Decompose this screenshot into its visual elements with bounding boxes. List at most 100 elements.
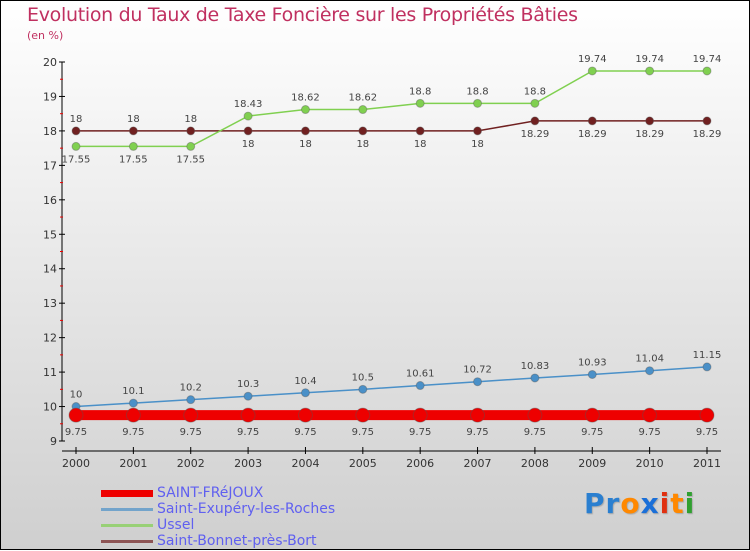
data-point	[587, 66, 597, 76]
data-point	[240, 407, 256, 423]
data-label: 18.29	[521, 129, 550, 140]
data-label: 18	[471, 139, 484, 150]
legend-item: SAINT-FRéJOUX	[101, 485, 335, 501]
series-labels-3: 18 18 18 18 18 18 18 18 18.29 18.29 18.29 18.29	[70, 114, 722, 150]
y-tick-label: 18	[43, 125, 57, 138]
x-tick-label: 2000	[62, 457, 90, 470]
series-line	[75, 366, 708, 408]
series-3	[71, 116, 712, 136]
x-tick-label: 2007	[464, 457, 492, 470]
legend-item: Saint-Exupéry-les-Roches	[101, 501, 335, 517]
data-label: 19.74	[578, 54, 607, 65]
series-line	[76, 70, 707, 148]
data-point	[645, 366, 655, 376]
data-point	[358, 126, 368, 136]
data-label: 11.04	[635, 354, 664, 365]
data-label: 10.3	[237, 379, 259, 390]
data-label: 10.1	[122, 386, 144, 397]
data-point	[243, 126, 253, 136]
data-label: 10.93	[578, 358, 607, 369]
legend-swatch	[101, 489, 153, 497]
logo-letter: i	[659, 487, 671, 520]
data-label: 18	[70, 114, 83, 125]
data-point	[186, 126, 196, 136]
data-label: 19.74	[635, 54, 664, 65]
data-label: 9.75	[352, 427, 374, 438]
data-point	[702, 362, 712, 372]
data-label: 10.4	[294, 376, 316, 387]
data-point	[300, 388, 310, 398]
data-point	[645, 66, 655, 76]
data-label: 18.8	[524, 86, 546, 97]
data-point	[415, 381, 425, 391]
logo-letter: t	[670, 487, 685, 520]
data-label: 17.55	[119, 154, 148, 165]
legend-label: SAINT-FRéJOUX	[157, 485, 264, 501]
data-label: 9.75	[180, 427, 202, 438]
logo-letter: P	[584, 487, 606, 520]
data-point	[473, 377, 483, 387]
data-point	[473, 98, 483, 108]
data-label: 17.55	[62, 154, 91, 165]
data-point	[473, 126, 483, 136]
data-label: 10.5	[352, 372, 374, 383]
data-point	[587, 116, 597, 126]
data-point	[642, 407, 658, 423]
data-label: 18.29	[578, 129, 607, 140]
data-point	[587, 370, 597, 380]
x-tick-label: 2006	[406, 457, 434, 470]
x-tick-label: 2002	[177, 457, 205, 470]
data-label: 9.75	[581, 427, 603, 438]
data-label: 10	[70, 390, 83, 401]
data-point	[412, 407, 428, 423]
data-point	[300, 105, 310, 115]
y-tick-label: 15	[43, 228, 57, 241]
chart-title: Evolution du Taux de Taxe Foncière sur l…	[27, 4, 578, 26]
data-label: 9.75	[65, 427, 87, 438]
data-point	[300, 126, 310, 136]
data-point	[71, 141, 81, 151]
data-label: 10.61	[406, 369, 435, 380]
y-tick-label: 12	[43, 332, 57, 345]
legend-item: Saint-Bonnet-près-Bort	[101, 533, 335, 549]
logo-letter: i	[684, 487, 696, 520]
data-label: 9.75	[237, 427, 259, 438]
series-1	[71, 362, 712, 412]
y-tick-label: 10	[43, 401, 57, 414]
data-point	[243, 111, 253, 121]
y-tick-label: 11	[43, 366, 57, 379]
data-label: 9.75	[466, 427, 488, 438]
data-label: 9.75	[696, 427, 718, 438]
data-point	[128, 141, 138, 151]
data-point	[702, 66, 712, 76]
data-point	[358, 384, 368, 394]
data-label: 9.75	[639, 427, 661, 438]
data-point	[530, 116, 540, 126]
data-label: 18.62	[348, 93, 377, 104]
x-tick-label: 2009	[578, 457, 606, 470]
x-tick-label: 2005	[349, 457, 377, 470]
data-label: 18	[414, 139, 427, 150]
data-point	[527, 407, 543, 423]
chart-subtitle: (en %)	[27, 29, 64, 42]
data-label: 10.83	[521, 361, 550, 372]
data-label: 11.15	[693, 350, 722, 361]
legend-swatch	[101, 523, 153, 527]
data-point	[125, 407, 141, 423]
data-label: 18.8	[409, 86, 431, 97]
data-point	[243, 391, 253, 401]
y-tick-label: 14	[43, 263, 57, 276]
x-tick-label: 2001	[119, 457, 147, 470]
data-label: 17.55	[176, 154, 205, 165]
data-label: 9.75	[524, 427, 546, 438]
y-tick-label: 16	[43, 194, 57, 207]
data-point	[355, 407, 371, 423]
data-point	[297, 407, 313, 423]
data-label: 9.75	[409, 427, 431, 438]
legend-swatch	[101, 539, 153, 543]
data-point	[71, 126, 81, 136]
data-label: 10.72	[463, 365, 492, 376]
data-point	[702, 116, 712, 126]
data-label: 19.74	[693, 54, 722, 65]
